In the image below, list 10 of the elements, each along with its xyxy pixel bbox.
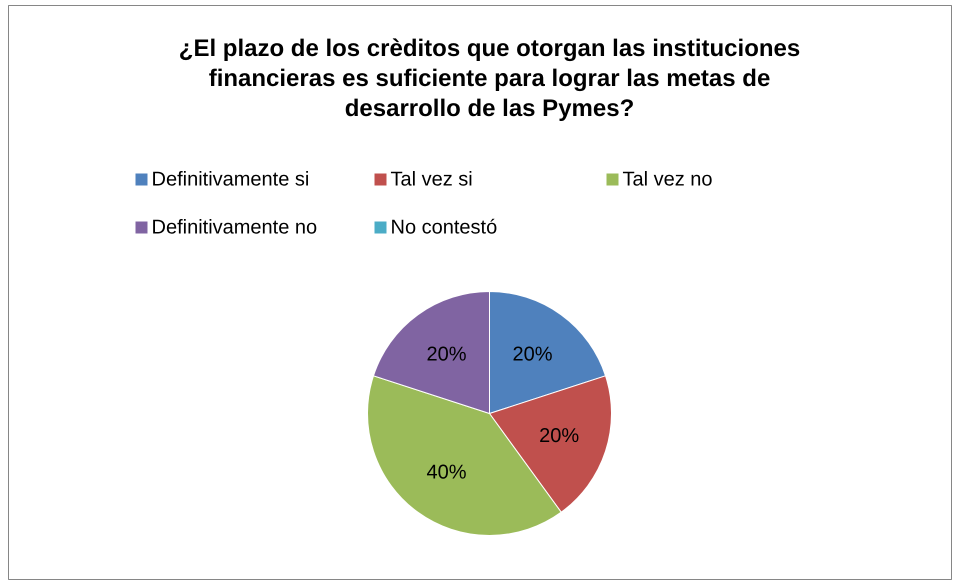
legend-label: No contestó <box>390 216 498 238</box>
chart-title: ¿El plazo de los crèditos que otorgan las instituciones financieras es suficiente para lograr las metas de desarrollo de las Pymes? <box>178 35 800 122</box>
data-label: 20% <box>426 343 467 366</box>
legend-label: Definitivamente no <box>152 216 318 238</box>
data-label: 20% <box>512 343 553 366</box>
data-label: 40% <box>426 462 467 484</box>
legend-label: Definitivamente si <box>152 168 310 190</box>
legend-label: Tal vez si <box>390 168 473 190</box>
data-label: 20% <box>539 425 580 448</box>
legend-label: Tal vez no <box>622 168 713 190</box>
